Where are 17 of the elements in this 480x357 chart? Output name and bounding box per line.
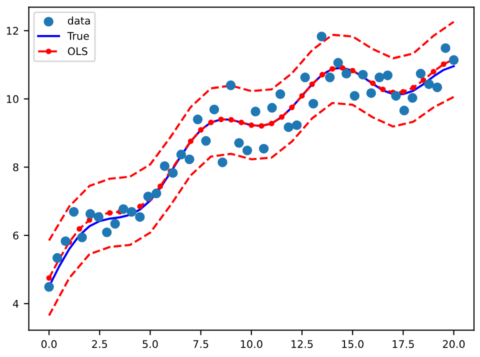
legend-label: data [68,16,90,25]
x-tick-label: 5.0 [142,340,158,348]
x-tick-label: 15.0 [342,340,364,348]
x-tick-label: 10.0 [240,340,262,348]
x-tick-label: 20.0 [442,340,465,348]
x-tick-label: 0.0 [41,340,57,348]
y-tick-label: 4 [12,300,18,308]
x-tick-label: 2.5 [92,340,107,348]
y-tick-label: 10 [6,95,18,104]
legend-label: OLS [68,47,88,56]
y-tick-label: 8 [13,163,18,172]
x-tick-label: 17.5 [392,340,414,348]
x-tick-label: 7.5 [193,340,208,348]
y-tick-label: 12 [6,26,18,35]
x-tick-label: 12.5 [292,340,313,348]
y-tick-label: 6 [13,232,18,240]
legend-label: True [67,32,89,40]
